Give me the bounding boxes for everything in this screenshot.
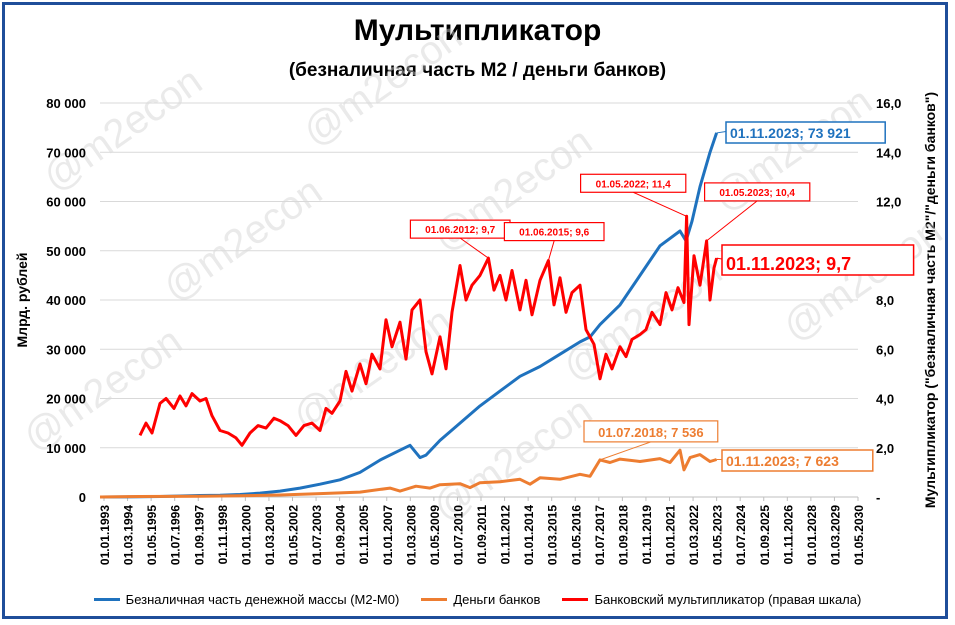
legend-item-mult: Банковский мультипликатор (правая шкала)	[562, 592, 861, 607]
x-tick-label: 01.03.2029	[828, 505, 842, 565]
x-tick-label: 01.07.2010	[451, 505, 465, 565]
x-tick-label: 01.07.2017	[593, 505, 607, 565]
y-right-tick-label: -	[876, 490, 880, 505]
annotation-leader	[459, 237, 489, 259]
x-tick-label: 01.03.1994	[122, 505, 136, 565]
x-tick-label: 01.07.2024	[734, 505, 748, 565]
watermark-text: @m2econ	[35, 59, 210, 200]
y-left-tick-label: 70 000	[46, 145, 86, 160]
x-tick-label: 01.01.2028	[805, 505, 819, 565]
annotation-label: 01.07.2018; 7 536	[598, 425, 704, 440]
y-left-tick-label: 50 000	[46, 244, 86, 259]
annotation-box	[583, 420, 719, 443]
x-tick-label: 01.01.2021	[664, 505, 678, 565]
x-tick-label: 01.03.2008	[404, 505, 418, 565]
annotation-leader	[547, 240, 555, 261]
x-tick-label: 01.09.2025	[758, 505, 772, 565]
legend-swatch-m2	[93, 598, 120, 601]
annotation-label: 01.05.2023; 10,4	[719, 188, 795, 199]
y-right-tick-label: 12,0	[876, 195, 901, 210]
y-right-tick-label: 6,0	[876, 342, 894, 357]
annotation-leader	[632, 191, 687, 217]
x-tick-label: 01.11.2012	[499, 505, 513, 565]
end-label-box	[725, 121, 886, 144]
annotation-label: 01.05.2022; 11,4	[596, 179, 672, 190]
x-tick-label: 01.07.2003	[310, 505, 324, 565]
watermark-text: @m2econ	[15, 319, 190, 460]
y-right-tick-label: 16,0	[876, 96, 901, 111]
legend-label-banks: Деньги банков	[453, 592, 541, 607]
x-tick-label: 01.01.2000	[239, 505, 253, 565]
x-tick-label: 01.05.2009	[428, 505, 442, 565]
annotation-leader	[706, 200, 758, 242]
y-left-tick-label: 40 000	[46, 293, 86, 308]
chart-title: Мультипликатор	[353, 14, 602, 47]
legend-item-banks: Деньги банков	[421, 592, 540, 607]
legend-swatch-mult	[562, 598, 589, 601]
watermark-text: @m2econ	[775, 209, 950, 350]
annotation-label: 01.06.2012; 9,7	[425, 225, 495, 236]
end-label-leader	[716, 131, 727, 134]
watermark-text: @m2econ	[155, 169, 330, 310]
x-tick-label: 01.11.1998	[216, 505, 230, 565]
x-tick-label: 01.09.1997	[192, 505, 206, 565]
y-left-tick-label: 30 000	[46, 342, 86, 357]
series-line-mult	[138, 214, 719, 447]
x-tick-label: 01.03.2001	[263, 505, 277, 565]
y-left-tick-label: 20 000	[46, 392, 86, 407]
end-label-banks: 01.11.2023; 7 623	[726, 453, 839, 469]
x-tick-label: 01.03.2022	[687, 505, 701, 565]
y-right-tick-label: 4,0	[876, 392, 894, 407]
x-tick-label: 01.09.2011	[475, 505, 489, 565]
end-label-box	[721, 244, 915, 276]
y-left-tick-label: 80 000	[46, 96, 86, 111]
x-tick-label: 01.07.1996	[169, 505, 183, 565]
chart-frame	[2, 2, 948, 619]
x-tick-label: 01.05.2030	[852, 505, 866, 565]
y-right-tick-label: 8,0	[876, 293, 894, 308]
annotation-box	[703, 182, 811, 202]
x-tick-label: 01.09.2018	[616, 505, 630, 565]
annotation-leader	[599, 441, 652, 461]
x-tick-label: 01.01.2014	[522, 505, 536, 565]
x-tick-label: 01.05.2002	[287, 505, 301, 565]
y-left-tick-label: 60 000	[46, 195, 86, 210]
legend: Безналичная часть денежной массы (М2-М0)…	[0, 592, 955, 607]
end-label-leader	[716, 257, 723, 260]
x-tick-label: 01.03.2015	[546, 505, 560, 565]
legend-item-m2: Безналичная часть денежной массы (М2-М0)	[93, 592, 400, 607]
legend-swatch-banks	[421, 598, 448, 601]
end-label-box	[721, 449, 874, 472]
x-tick-label: 01.01.2007	[381, 505, 395, 565]
annotation-box	[503, 222, 605, 242]
watermark-text: @m2econ	[295, 14, 470, 155]
x-tick-label: 01.11.2005	[357, 505, 371, 565]
x-tick-label: 01.01.1993	[98, 505, 112, 565]
annotation-box	[579, 173, 687, 193]
x-tick-label: 01.11.2026	[781, 505, 795, 565]
legend-label-mult: Банковский мультипликатор (правая шкала)	[594, 592, 862, 607]
x-tick-label: 01.05.2023	[711, 505, 725, 565]
x-tick-label: 01.09.2004	[334, 505, 348, 565]
end-label-m2: 01.11.2023; 73 921	[730, 125, 851, 141]
x-tick-label: 01.05.1995	[145, 505, 159, 565]
y-left-tick-label: 10 000	[46, 441, 86, 456]
series-line-banks	[99, 448, 718, 499]
x-tick-label: 01.11.2019	[640, 505, 654, 565]
legend-label-m2: Безналичная часть денежной массы (М2-М0)	[125, 592, 400, 607]
annotation-label: 01.06.2015; 9,6	[519, 228, 589, 239]
x-tick-label: 01.05.2016	[569, 505, 583, 565]
y-right-tick-label: 14,0	[876, 145, 901, 160]
chart-subtitle: (безналичная часть М2 / деньги банков)	[288, 60, 667, 81]
y-left-tick-label: 0	[79, 490, 86, 505]
end-label-mult: 01.11.2023; 9,7	[726, 254, 851, 274]
y-right-tick-label: 2,0	[876, 441, 894, 456]
